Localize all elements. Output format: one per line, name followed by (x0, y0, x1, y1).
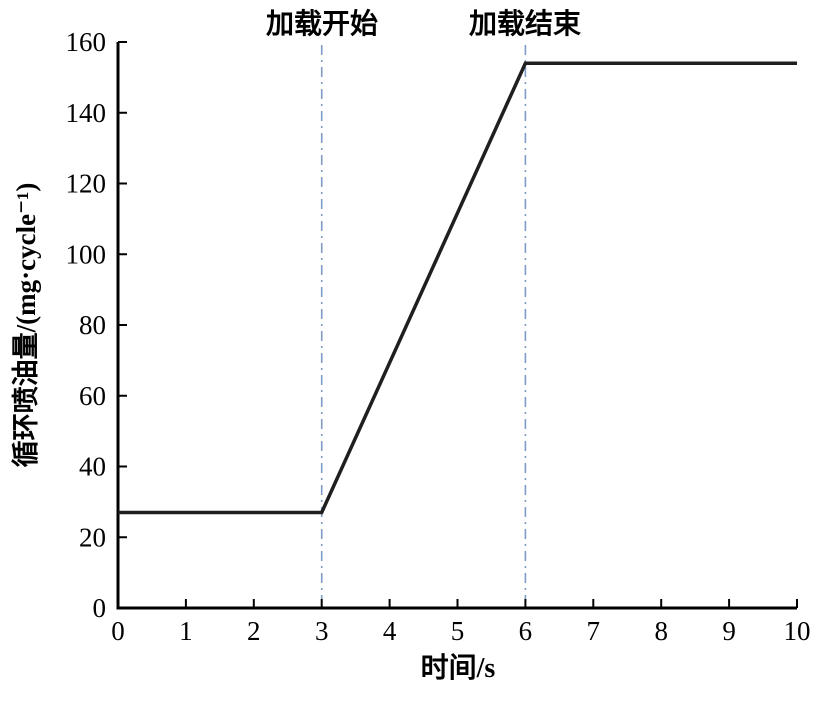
x-tick-label: 4 (383, 616, 397, 646)
x-tick-label: 0 (111, 616, 125, 646)
annotation-load-start: 加载开始 (265, 9, 378, 40)
x-tick-label: 2 (247, 616, 261, 646)
x-tick-label: 6 (519, 616, 533, 646)
x-tick-label: 5 (451, 616, 465, 646)
y-tick-label: 160 (66, 27, 107, 57)
y-tick-label: 140 (66, 98, 107, 128)
y-tick-label: 60 (79, 381, 106, 411)
x-tick-label: 9 (722, 616, 736, 646)
y-tick-label: 100 (66, 239, 107, 269)
series-line-0 (118, 61, 797, 515)
x-tick-label: 10 (784, 616, 811, 646)
y-tick-label: 20 (79, 522, 106, 552)
axes-frame (116, 42, 797, 610)
x-tick-label: 1 (179, 616, 193, 646)
annotation-load-end: 加载结束 (468, 9, 581, 40)
x-tick-label: 7 (587, 616, 601, 646)
y-tick-label: 0 (93, 593, 107, 623)
y-tick-label: 120 (66, 169, 107, 199)
x-tick-label: 8 (654, 616, 668, 646)
y-tick-label: 80 (79, 310, 106, 340)
y-tick-label: 40 (79, 452, 106, 482)
y-axis-title: 循环喷油量/(mg·cycle⁻¹) (11, 182, 41, 468)
x-tick-label: 3 (315, 616, 329, 646)
x-axis-title: 时间/s (420, 653, 496, 684)
